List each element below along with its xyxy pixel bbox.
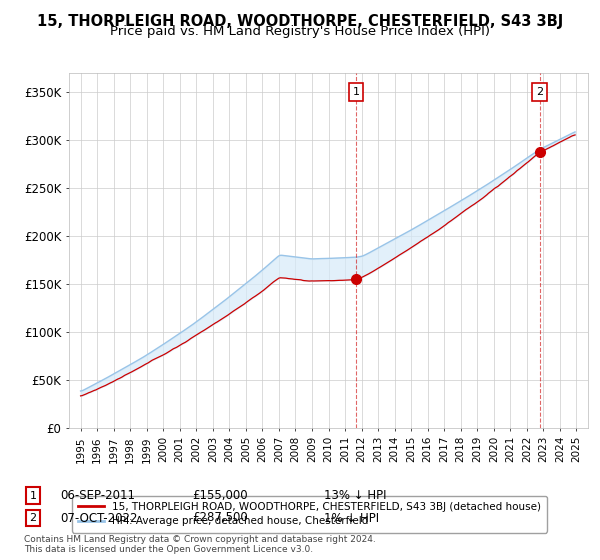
Text: 1: 1 — [29, 491, 37, 501]
Text: 1: 1 — [353, 87, 359, 97]
Text: 1% ↓ HPI: 1% ↓ HPI — [324, 511, 379, 525]
Text: £287,500: £287,500 — [192, 511, 248, 525]
Text: 07-OCT-2022: 07-OCT-2022 — [60, 511, 137, 525]
Text: Price paid vs. HM Land Registry's House Price Index (HPI): Price paid vs. HM Land Registry's House … — [110, 25, 490, 38]
Legend: 15, THORPLEIGH ROAD, WOODTHORPE, CHESTERFIELD, S43 3BJ (detached house), HPI: Av: 15, THORPLEIGH ROAD, WOODTHORPE, CHESTER… — [71, 496, 547, 533]
Text: £155,000: £155,000 — [192, 489, 248, 502]
Text: 2: 2 — [29, 513, 37, 523]
Text: Contains HM Land Registry data © Crown copyright and database right 2024.
This d: Contains HM Land Registry data © Crown c… — [24, 535, 376, 554]
Text: 06-SEP-2011: 06-SEP-2011 — [60, 489, 135, 502]
Text: 13% ↓ HPI: 13% ↓ HPI — [324, 489, 386, 502]
Text: 15, THORPLEIGH ROAD, WOODTHORPE, CHESTERFIELD, S43 3BJ: 15, THORPLEIGH ROAD, WOODTHORPE, CHESTER… — [37, 14, 563, 29]
Text: 2: 2 — [536, 87, 543, 97]
